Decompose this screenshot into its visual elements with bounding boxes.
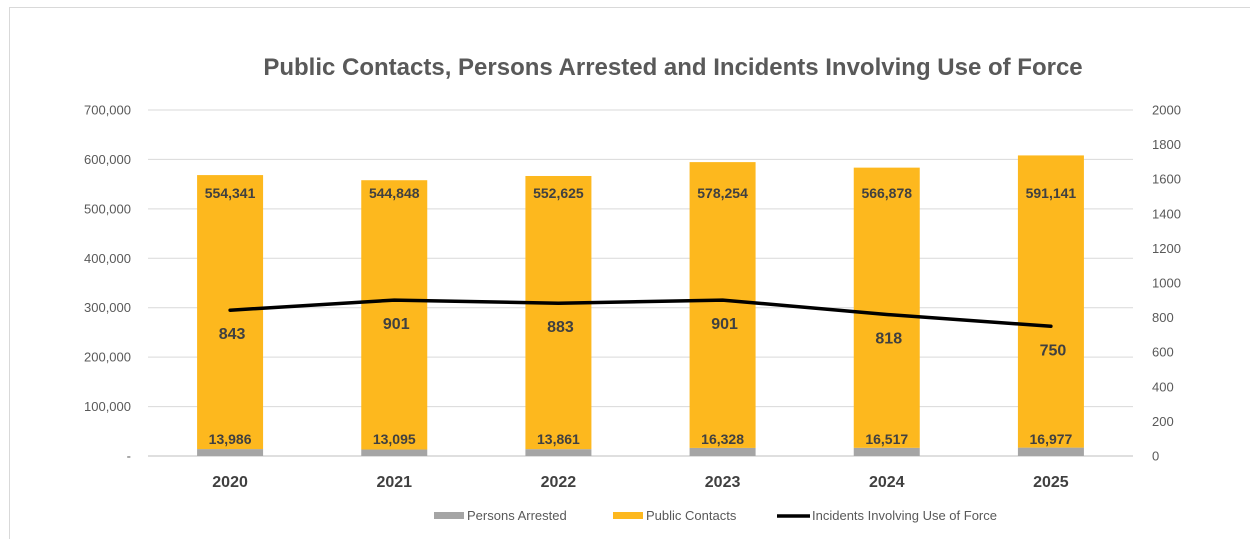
bar-persons-arrested <box>1017 447 1084 456</box>
bar-persons-arrested <box>361 449 428 456</box>
gridlines <box>148 109 1133 457</box>
left-axis-tick-label: 500,000 <box>84 201 131 216</box>
data-labels: 554,341 13,986 544,848 13,095 552,625 13,861 5… <box>205 185 1077 447</box>
use-of-force-label: 901 <box>711 316 738 333</box>
left-axis-tick-label: 600,000 <box>84 152 131 167</box>
public-contacts-label: 552,625 <box>533 185 584 201</box>
legend-swatch-public-contacts <box>613 512 643 519</box>
use-of-force-label: 750 <box>1040 342 1067 359</box>
right-axis-tick-label: 400 <box>1152 379 1174 394</box>
x-axis-tick-label: 2024 <box>869 474 905 491</box>
public-contacts-label: 544,848 <box>369 185 420 201</box>
right-axis-tick-label: 600 <box>1152 345 1174 360</box>
persons-arrested-label: 13,095 <box>373 431 416 447</box>
x-axis-tick-label: 2023 <box>705 474 741 491</box>
x-axis: 2020 2021 2022 2023 2024 2025 <box>212 474 1069 491</box>
chart-title: Public Contacts, Persons Arrested and In… <box>263 54 1082 81</box>
bar-persons-arrested <box>197 449 264 456</box>
bar-public-contacts <box>525 175 592 450</box>
use-of-force-label: 843 <box>219 326 246 343</box>
x-axis-tick-label: 2021 <box>376 474 412 491</box>
bar-public-contacts <box>1017 155 1084 448</box>
line-series <box>228 298 1053 329</box>
right-axis-tick-label: 1800 <box>1152 137 1181 152</box>
persons-arrested-label: 16,977 <box>1030 431 1073 447</box>
x-axis-tick-label: 2022 <box>541 474 577 491</box>
public-contacts-label: 591,141 <box>1026 185 1077 201</box>
left-axis-tick-label: 200,000 <box>84 350 131 365</box>
x-axis-tick-label: 2020 <box>212 474 248 491</box>
legend-label-persons-arrested: Persons Arrested <box>467 508 567 523</box>
left-axis-tick-label: 300,000 <box>84 300 131 315</box>
left-axis-tick-label: 100,000 <box>84 399 131 414</box>
right-axis-tick-label: 1600 <box>1152 172 1181 187</box>
use-of-force-label: 818 <box>875 330 902 347</box>
left-axis-tick-label: - <box>127 449 131 464</box>
right-axis-tick-label: 2000 <box>1152 103 1181 118</box>
use-of-force-label: 883 <box>547 319 574 336</box>
right-axis-tick-label: 1200 <box>1152 241 1181 256</box>
public-contacts-label: 554,341 <box>205 185 256 201</box>
legend: Persons Arrested Public Contacts Incidents… <box>434 508 997 523</box>
persons-arrested-label: 13,861 <box>537 431 580 447</box>
bar-persons-arrested <box>853 447 920 456</box>
right-axis-tick-label: 0 <box>1152 449 1159 464</box>
bar-public-contacts <box>197 175 264 450</box>
right-axis-tick-label: 1000 <box>1152 276 1181 291</box>
chart-frame <box>9 7 1250 539</box>
legend-swatch-persons-arrested <box>434 512 464 519</box>
use-of-force-line <box>228 298 1053 329</box>
public-contacts-label: 566,878 <box>861 185 912 201</box>
bar-persons-arrested <box>525 449 592 456</box>
x-axis-tick-label: 2025 <box>1033 474 1069 491</box>
bar-public-contacts <box>361 180 428 450</box>
bar-persons-arrested <box>689 447 756 456</box>
persons-arrested-label: 13,986 <box>209 431 252 447</box>
bar-public-contacts <box>853 167 920 448</box>
right-axis-tick-label: 800 <box>1152 310 1174 325</box>
left-axis: - 100,000 200,000 300,000 400,000 500,000 600,… <box>84 103 131 464</box>
use-of-force-label: 901 <box>383 316 410 333</box>
persons-arrested-label: 16,328 <box>701 431 744 447</box>
left-axis-tick-label: 400,000 <box>84 251 131 266</box>
right-axis: 0 200 400 600 800 1000 1200 1400 1600 1800 2000 <box>1152 103 1181 464</box>
persons-arrested-label: 16,517 <box>865 431 908 447</box>
legend-label-public-contacts: Public Contacts <box>646 508 737 523</box>
bar-public-contacts <box>689 162 756 448</box>
bars <box>197 155 1084 456</box>
legend-label-use-of-force: Incidents Involving Use of Force <box>812 508 997 523</box>
left-axis-tick-label: 700,000 <box>84 103 131 118</box>
right-axis-tick-label: 200 <box>1152 414 1174 429</box>
right-axis-tick-label: 1400 <box>1152 206 1181 221</box>
public-contacts-label: 578,254 <box>697 185 748 201</box>
